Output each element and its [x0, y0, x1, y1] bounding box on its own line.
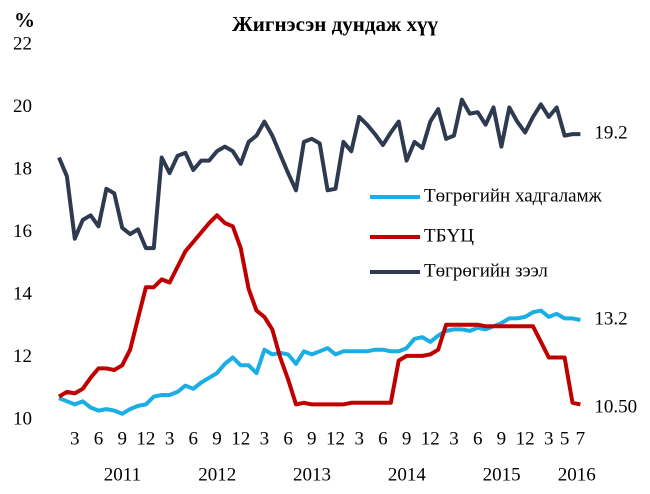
x-tick-label: 6	[378, 428, 388, 449]
x-tick-label: 6	[189, 428, 199, 449]
chart-title: Жигнэсэн дундаж хүү	[232, 12, 438, 36]
x-tick-label: 3	[165, 428, 175, 449]
y-tick-label: 22	[13, 33, 32, 54]
x-tick-label: 7	[576, 428, 586, 449]
x-tick-label: 9	[497, 428, 507, 449]
end-label: 19.2	[594, 122, 627, 143]
series-line	[57, 97, 581, 251]
x-tick-label: 3	[70, 428, 80, 449]
x-tick-label: 12	[421, 428, 440, 449]
x-group-label: 2012	[198, 464, 236, 485]
y-unit: %	[14, 8, 35, 32]
end-label: 10.50	[594, 397, 637, 418]
legend-label: ТБҮЦ	[424, 225, 474, 246]
x-tick-label: 6	[94, 428, 104, 449]
y-tick-label: 16	[13, 221, 32, 242]
x-tick-label: 6	[283, 428, 293, 449]
x-tick-label: 9	[307, 428, 317, 449]
end-label: 13.2	[594, 308, 627, 329]
y-tick-label: 10	[13, 408, 32, 429]
x-tick-label: 9	[212, 428, 222, 449]
x-group-label: 2013	[293, 464, 331, 485]
x-tick-label: 9	[117, 428, 127, 449]
x-tick-label: 9	[402, 428, 412, 449]
y-tick-label: 18	[13, 158, 32, 179]
x-tick-label: 3	[354, 428, 364, 449]
x-tick-label: 5	[560, 428, 570, 449]
x-tick-label: 12	[516, 428, 535, 449]
y-tick-label: 12	[13, 346, 32, 367]
x-tick-label: 3	[544, 428, 554, 449]
series-line	[57, 213, 581, 407]
x-group-label: 2016	[558, 464, 596, 485]
legend-label: Төгрөгийн зээл	[424, 260, 548, 281]
x-group-label: 2015	[483, 464, 521, 485]
y-tick-label: 14	[13, 283, 33, 304]
x-tick-label: 3	[449, 428, 459, 449]
x-tick-label: 12	[136, 428, 155, 449]
x-tick-label: 12	[326, 428, 345, 449]
legend-label: Төгрөгийн хадгаламж	[424, 185, 603, 206]
y-tick-label: 20	[13, 96, 32, 117]
x-tick-label: 12	[231, 428, 250, 449]
x-tick-label: 3	[260, 428, 270, 449]
x-group-label: 2011	[104, 464, 141, 485]
x-tick-label: 6	[473, 428, 483, 449]
x-group-label: 2014	[388, 464, 427, 485]
